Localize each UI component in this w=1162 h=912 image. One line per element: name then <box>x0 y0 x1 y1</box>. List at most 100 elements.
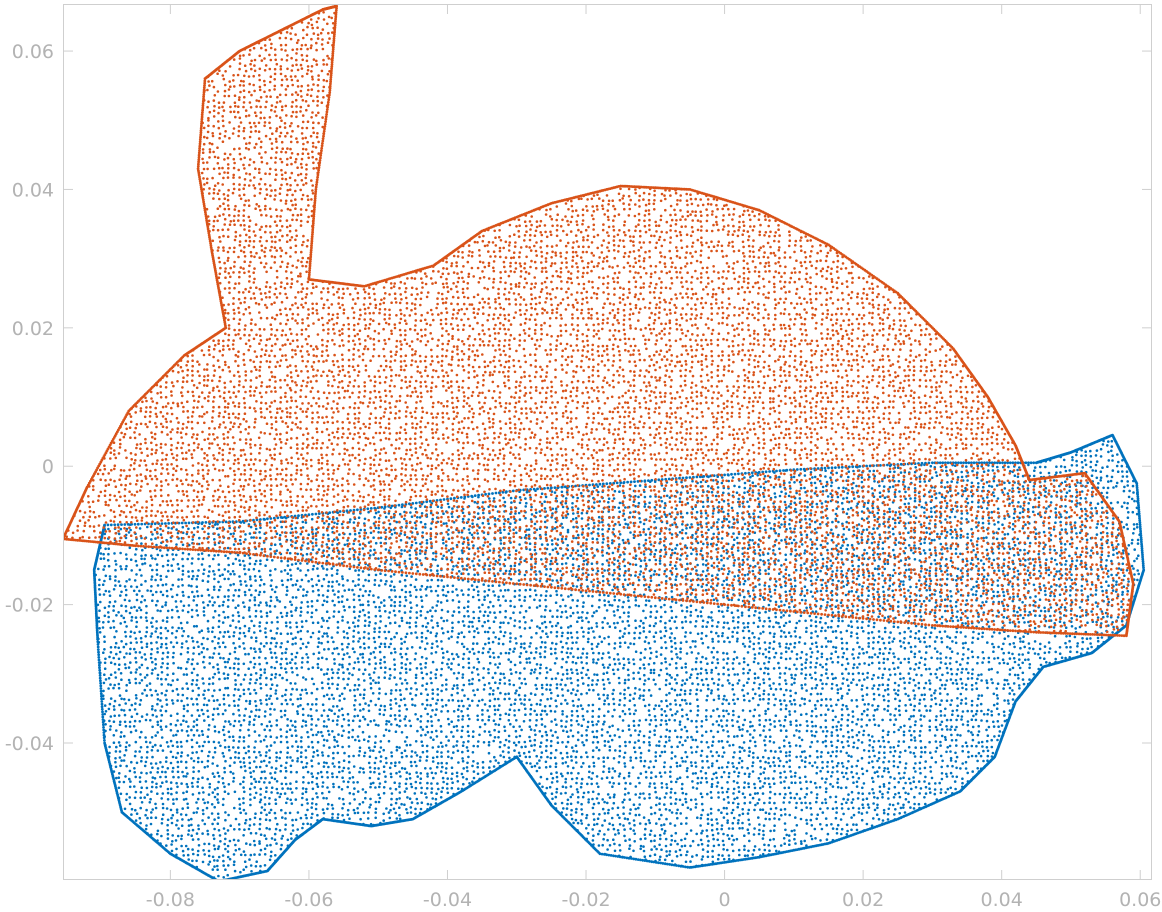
data-point <box>603 687 606 691</box>
data-point <box>544 515 547 519</box>
data-point <box>606 801 609 805</box>
data-point <box>498 745 502 749</box>
data-point <box>140 715 144 718</box>
data-point <box>461 750 464 754</box>
data-point <box>385 719 389 723</box>
data-point <box>358 598 361 602</box>
data-point <box>232 666 236 670</box>
data-point <box>124 745 128 749</box>
data-point <box>239 583 243 586</box>
data-point <box>384 528 388 532</box>
data-point <box>278 600 282 603</box>
data-point <box>498 610 502 614</box>
data-point <box>305 594 308 597</box>
data-point <box>291 687 294 691</box>
data-point <box>284 811 287 815</box>
data-point <box>571 506 574 509</box>
data-point <box>431 517 435 521</box>
data-point <box>212 707 216 711</box>
data-point <box>327 765 330 769</box>
data-point <box>113 671 117 674</box>
data-point <box>549 668 552 671</box>
data-point <box>151 705 154 708</box>
data-point <box>185 697 189 700</box>
data-point <box>159 775 162 779</box>
data-point <box>249 775 253 779</box>
data-point <box>166 832 170 836</box>
data-point <box>538 510 542 513</box>
data-point <box>518 686 522 690</box>
data-point <box>335 517 339 520</box>
data-point <box>586 585 589 588</box>
data-point <box>128 652 132 655</box>
data-point <box>301 707 305 711</box>
data-point <box>409 692 412 695</box>
data-point <box>244 572 247 576</box>
data-point <box>429 609 432 612</box>
data-point <box>281 787 284 790</box>
data-point <box>107 615 110 619</box>
data-point <box>232 739 235 742</box>
data-point <box>579 491 583 495</box>
data-point <box>470 620 474 624</box>
data-point <box>252 536 256 539</box>
data-point <box>139 636 143 640</box>
data-point <box>300 751 303 754</box>
data-point <box>410 755 413 758</box>
data-point <box>398 746 401 749</box>
data-point <box>367 593 371 597</box>
data-point <box>109 673 113 676</box>
data-point <box>164 583 168 586</box>
data-point <box>377 800 381 804</box>
data-point <box>190 714 194 717</box>
data-point <box>367 709 371 713</box>
data-point <box>165 575 168 578</box>
data-point <box>337 761 341 764</box>
data-point <box>180 844 183 848</box>
data-point <box>294 636 297 639</box>
data-point <box>597 651 601 655</box>
data-point <box>602 765 606 768</box>
data-point <box>244 673 247 677</box>
data-point <box>167 745 170 748</box>
data-point <box>540 683 544 687</box>
data-point <box>268 749 271 752</box>
data-point <box>177 567 181 570</box>
data-point <box>165 844 168 847</box>
data-point <box>440 730 443 733</box>
data-point <box>269 595 273 599</box>
data-point <box>561 505 565 509</box>
data-point <box>502 496 505 500</box>
data-point <box>326 668 330 671</box>
data-point <box>145 694 149 697</box>
data-point <box>613 642 617 645</box>
data-point <box>592 761 596 765</box>
data-point <box>582 635 585 638</box>
data-point <box>566 637 570 640</box>
data-point <box>139 806 142 810</box>
data-point <box>208 565 211 568</box>
data-point <box>133 605 136 609</box>
data-point <box>389 506 393 510</box>
data-point <box>363 646 366 650</box>
data-point <box>363 517 367 521</box>
data-point <box>598 635 601 638</box>
data-point <box>408 536 411 540</box>
data-point <box>328 686 331 690</box>
data-point <box>451 584 455 588</box>
data-point <box>222 635 225 638</box>
data-point <box>317 588 320 592</box>
data-point <box>411 703 414 707</box>
data-point <box>108 577 112 581</box>
data-point <box>498 584 501 587</box>
data-point <box>431 626 435 629</box>
data-point <box>385 579 388 583</box>
data-point <box>274 645 278 648</box>
data-point <box>385 722 388 726</box>
data-point <box>431 760 435 763</box>
data-point <box>447 658 451 661</box>
data-point <box>398 600 402 604</box>
data-point <box>321 517 324 521</box>
data-point <box>275 641 278 645</box>
data-point <box>342 759 346 762</box>
